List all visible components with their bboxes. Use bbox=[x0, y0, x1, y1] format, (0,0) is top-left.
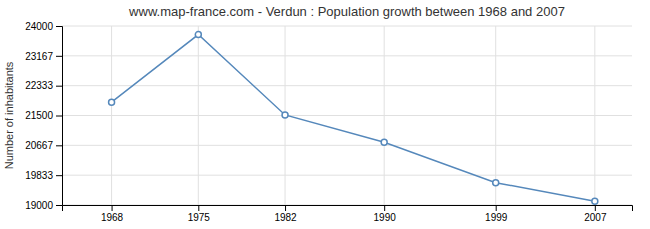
x-axis-tick: 1968 bbox=[101, 205, 124, 223]
y-axis-tick-mark bbox=[56, 175, 62, 176]
point bbox=[195, 32, 201, 38]
y-axis-tick: 20667 bbox=[25, 140, 62, 151]
y-axis-tick: 23167 bbox=[25, 51, 62, 62]
y-axis-tick-label: 21500 bbox=[25, 110, 53, 121]
title: www.map-france.com - Verdun : Population… bbox=[128, 4, 565, 19]
x-axis-tick-mark bbox=[595, 205, 596, 211]
x-axis-tick: 1990 bbox=[374, 205, 397, 223]
x-axis-tick-label: 1968 bbox=[101, 212, 124, 223]
x-axis-tick-label: 1982 bbox=[274, 212, 297, 223]
y-grid-line bbox=[62, 145, 632, 146]
point bbox=[592, 198, 598, 204]
x-axis-tick: 1999 bbox=[485, 205, 508, 223]
x-axis-tick-label: 2007 bbox=[584, 212, 607, 223]
x-axis-tick: 1982 bbox=[274, 205, 297, 223]
x-axis-tick-mark bbox=[112, 205, 113, 211]
plot: 1968 1975 1982 1990 1999 2007 19000 19833 20667 2… bbox=[25, 21, 632, 223]
y-axis-tick: 19833 bbox=[25, 170, 62, 181]
y-axis-tick: 22333 bbox=[25, 80, 62, 91]
y-axis-tick: 24000 bbox=[25, 21, 62, 32]
y-grid-line bbox=[62, 55, 632, 56]
x-axis-tick-mark bbox=[496, 205, 497, 211]
x-axis-tick-mark bbox=[384, 205, 385, 211]
y-grid-line bbox=[62, 85, 632, 86]
point bbox=[282, 112, 288, 118]
chart: 1968 1975 1982 1990 1999 2007 19000 19833 20667 2… bbox=[0, 0, 650, 229]
point bbox=[109, 99, 115, 105]
x-axis-tick-label: 1975 bbox=[188, 212, 211, 223]
x-axis-tick-label: 1990 bbox=[374, 212, 397, 223]
y-axis-tick-mark bbox=[56, 86, 62, 87]
x-axis-tick: 1975 bbox=[188, 205, 211, 223]
y-axis-tick-label: 19000 bbox=[25, 200, 53, 211]
y-axis-tick-mark bbox=[56, 145, 62, 146]
x-axis-tick: 2007 bbox=[584, 205, 607, 223]
y-axis-tick-mark bbox=[56, 26, 62, 27]
marks bbox=[109, 32, 598, 205]
y-axis-tick: 21500 bbox=[25, 110, 62, 121]
y-axis-tick: 19000 bbox=[25, 200, 62, 211]
y-axis-tick-mark bbox=[56, 116, 62, 117]
y-axis-tick-label: 22333 bbox=[25, 80, 53, 91]
grid bbox=[62, 26, 632, 205]
line bbox=[112, 35, 595, 202]
y-axis: 19000 19833 20667 21500 22333 23167 24000 bbox=[25, 21, 62, 211]
y-axis-line bbox=[56, 27, 63, 206]
x-axis-tick-label: 1999 bbox=[485, 212, 508, 223]
y-grid-line bbox=[62, 26, 632, 27]
y-grid-line bbox=[62, 175, 632, 176]
x-axis-tick-mark bbox=[198, 205, 199, 211]
x-axis-tick-mark bbox=[285, 205, 286, 211]
x-axis-line bbox=[63, 206, 633, 212]
y-axis-tick-label: 23167 bbox=[25, 51, 53, 62]
y-axis-tick-label: 19833 bbox=[25, 170, 53, 181]
y-axis-tick-mark bbox=[56, 56, 62, 57]
y-axis-tick-label: 20667 bbox=[25, 140, 53, 151]
y-axis-tick-label: 24000 bbox=[25, 21, 53, 32]
point bbox=[381, 139, 387, 145]
y-axis-tick-mark bbox=[56, 205, 62, 206]
x-axis: 1968 1975 1982 1990 1999 2007 bbox=[63, 205, 633, 223]
y-axis-title: Number of inhabitants bbox=[3, 61, 15, 169]
y-grid-line bbox=[62, 115, 632, 116]
point bbox=[493, 180, 499, 186]
